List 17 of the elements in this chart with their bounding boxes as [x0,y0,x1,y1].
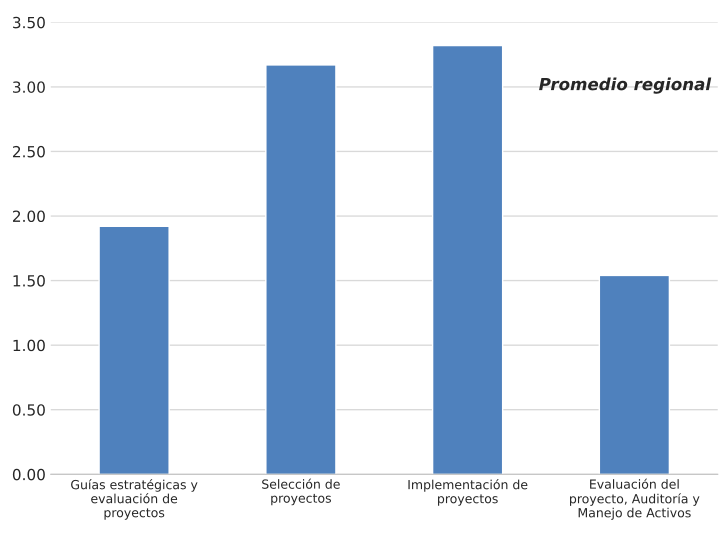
bar [265,64,337,474]
x-tick-label: Selección de proyectos [262,478,340,506]
y-tick-label: 0.00 [12,468,45,480]
y-tick-label: 2.00 [12,210,45,222]
y-tick-label: 0.50 [12,404,45,416]
bar [598,274,670,474]
annotation: Promedio regional [539,77,712,94]
bar [432,44,504,474]
x-tick-label: Guías estratégicas y evaluación de proyectos [71,479,198,520]
x-tick-label: Evaluación del proyecto, Auditoría y Manejo de Activos [570,478,700,520]
y-tick-label: 3.50 [13,16,45,28]
bar [98,226,170,474]
y-tick-label: 3.00 [13,81,45,93]
y-tick-label: 1.00 [14,340,45,352]
y-tick-label: 2.50 [12,146,45,158]
y-tick-label: 1.50 [14,275,45,287]
x-tick-label: Implementación de proyectos [408,479,528,506]
